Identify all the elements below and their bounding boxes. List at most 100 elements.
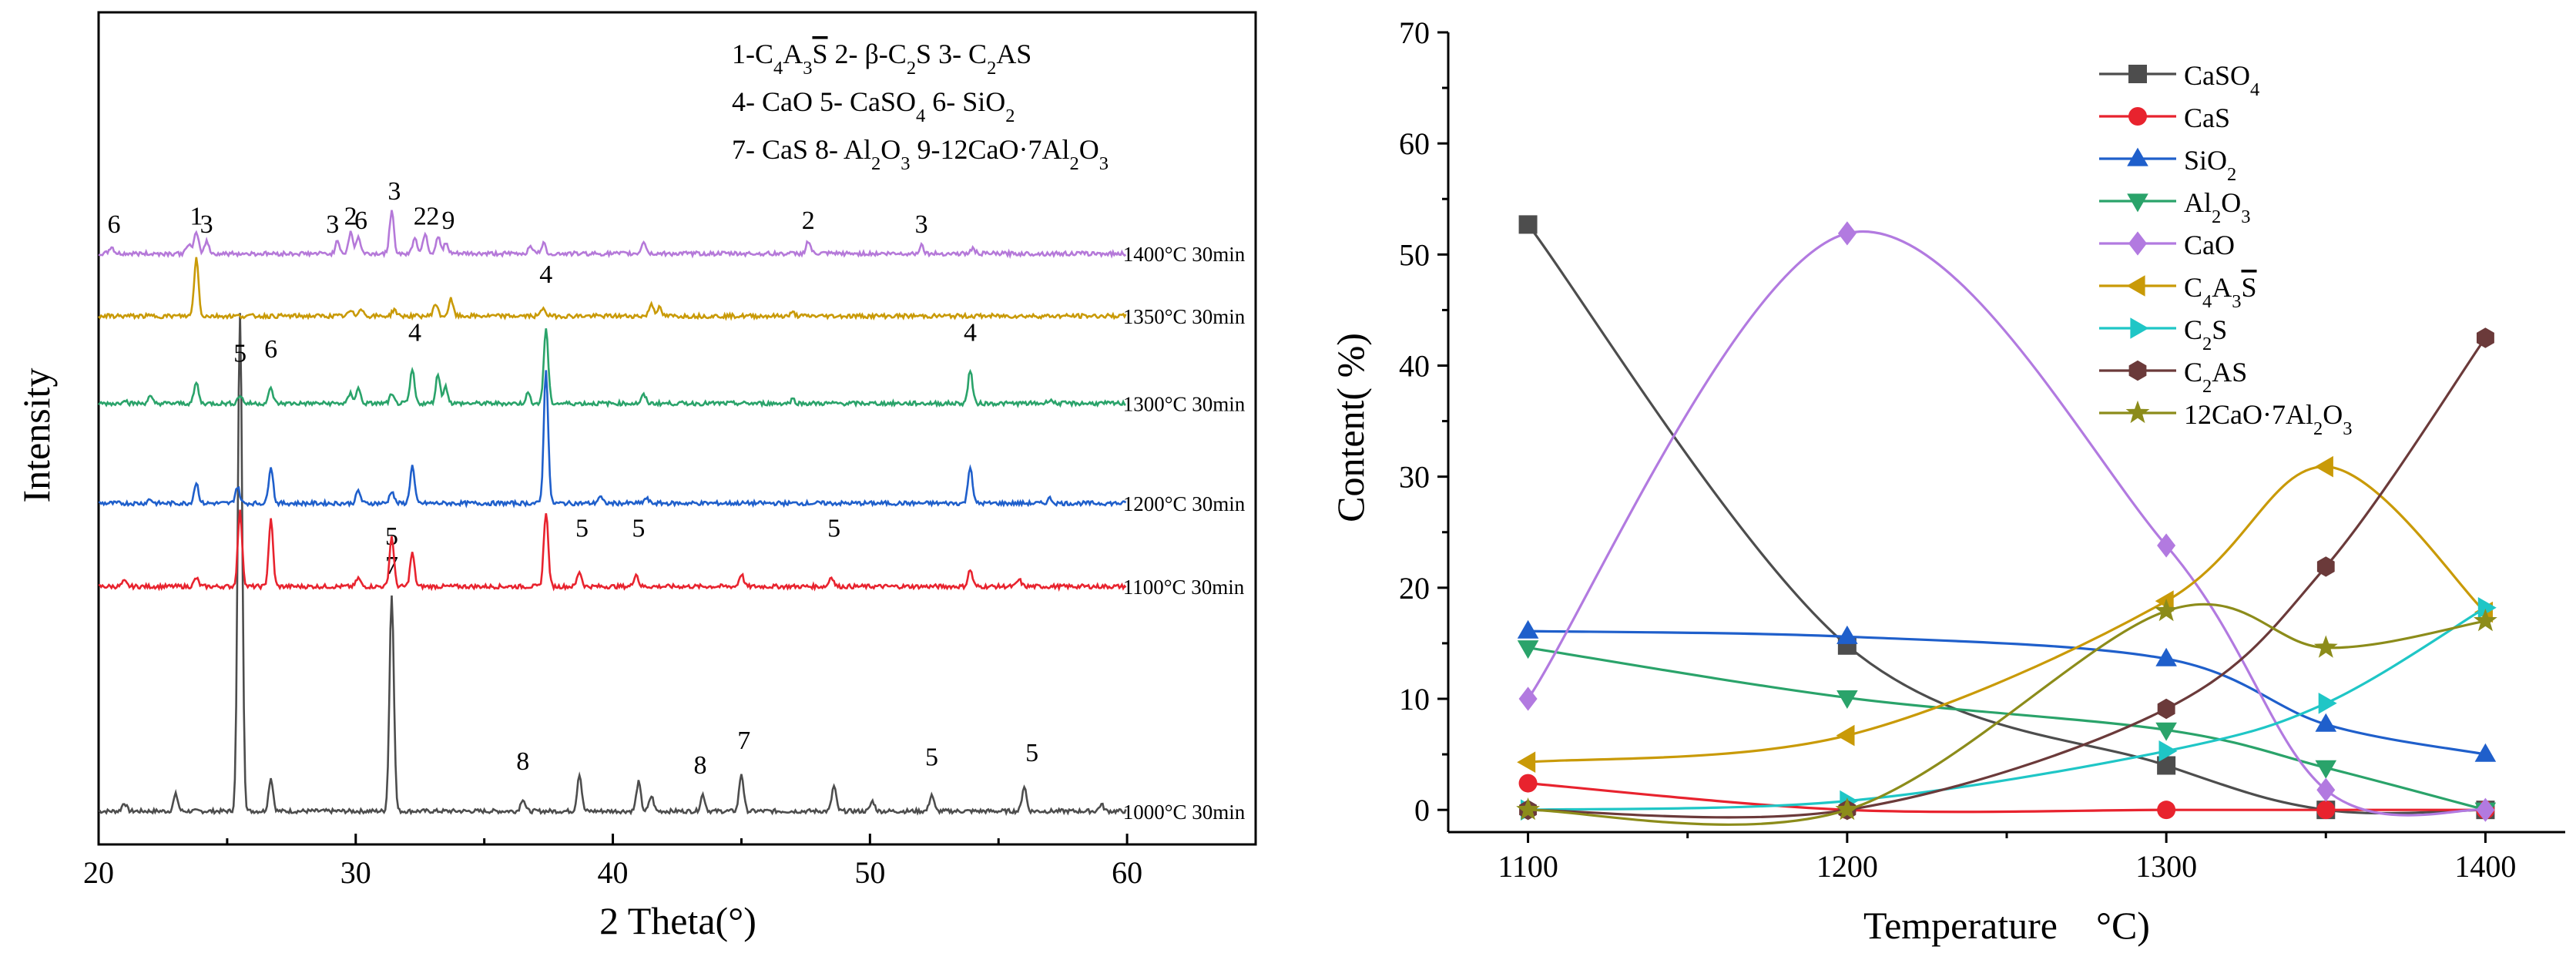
series-marker <box>1517 640 1539 660</box>
series-marker <box>2128 107 2147 126</box>
legend-label-part: CaS <box>2184 102 2230 133</box>
legend-entry: C2AS <box>2099 357 2247 397</box>
legend-entry: C2S <box>2099 314 2227 354</box>
content-x-tick-label: 1300 <box>2135 849 2197 884</box>
series-line <box>1528 646 2486 811</box>
xrd-legend-line-part: 3 <box>901 153 910 174</box>
legend-label-part: 4 <box>2250 79 2259 100</box>
content-y-axis-label: Content( %) <box>1329 333 1372 522</box>
series-sio2 <box>1517 619 2497 762</box>
content-legend: CaSO4CaSSiO2Al2O3CaOC4A3SC2SC2AS12CaO·7A… <box>2099 60 2352 439</box>
xrd-x-tick-label: 40 <box>598 855 629 890</box>
series-marker <box>2315 713 2337 732</box>
series-marker <box>2314 455 2333 478</box>
xrd-peak-annotation: 4 <box>539 260 552 289</box>
xrd-peak-annotation: 2 <box>344 202 357 230</box>
xrd-pattern-line <box>98 509 1127 592</box>
xrd-x-tick-label: 20 <box>83 855 114 890</box>
xrd-legend-line-part: S <box>812 39 827 69</box>
series-marker <box>2154 598 2179 622</box>
legend-label-part: 2 <box>2202 334 2212 354</box>
legend-label-part: C <box>2184 357 2202 388</box>
xrd-x-tick-label: 60 <box>1112 855 1142 890</box>
legend-label-part: 2 <box>2212 206 2221 227</box>
content-y-tick-label: 70 <box>1399 15 1430 50</box>
legend-label-part: 2 <box>2313 418 2323 439</box>
content-y-tick-label: 10 <box>1399 682 1430 717</box>
series-marker <box>2127 193 2148 213</box>
legend-label-part: 12CaO·7Al <box>2184 399 2313 430</box>
content-y-tick-label: 40 <box>1399 349 1430 384</box>
series-marker <box>1518 774 1538 793</box>
legend-label: CaO <box>2184 230 2235 260</box>
xrd-legend-line-part: A <box>783 39 803 69</box>
legend-label-part: A <box>2212 272 2232 303</box>
xrd-plot-frame <box>97 11 1257 846</box>
xrd-peak-annotation: 3 <box>387 177 401 206</box>
legend-label-part: O <box>2323 399 2343 430</box>
series-marker <box>2474 743 2497 762</box>
xrd-peak-annotation: 9 <box>441 206 454 235</box>
legend-entry: Al2O3 <box>2099 187 2250 227</box>
xrd-legend-line-part: 1-C <box>732 39 773 69</box>
xrd-peak-annotation: 8 <box>694 751 707 780</box>
series-marker <box>1835 797 1860 821</box>
xrd-legend-line-part: 4 <box>773 58 783 79</box>
series-marker <box>1517 619 1539 639</box>
series-line <box>1528 606 2487 811</box>
content-y-tick-label: 50 <box>1399 237 1430 272</box>
xrd-peak-annotation: 6 <box>354 206 367 235</box>
legend-label: 12CaO·7Al2O3 <box>2184 399 2352 439</box>
series-marker <box>1518 686 1538 711</box>
legend-label-part: 2 <box>2227 164 2236 185</box>
xrd-peak-annotation: 2 <box>802 206 815 235</box>
legend-entry: CaO <box>2099 230 2235 260</box>
series-marker <box>2477 327 2494 348</box>
xrd-peak-annotation: 3 <box>326 210 339 239</box>
series-marker <box>2126 275 2145 297</box>
legend-label-part: 3 <box>2343 418 2352 439</box>
series-marker <box>2157 698 2175 720</box>
content-x-tick-label: 1200 <box>1816 849 1878 884</box>
xrd-x-ticks: 20 30 40 50 60 <box>83 834 1257 890</box>
xrd-peak-annotation: 5 <box>827 514 840 542</box>
legend-label: C4A3S <box>2184 272 2257 312</box>
xrd-legend-line-part: O <box>880 134 901 165</box>
series-marker <box>2155 647 2177 666</box>
series-marker <box>2318 693 2337 714</box>
legend-entry: C4A3S <box>2099 272 2257 312</box>
legend-label-part: Al <box>2184 187 2212 218</box>
series-marker <box>1518 215 1538 234</box>
series-c2as <box>1519 327 2494 821</box>
series-marker <box>2130 317 2149 339</box>
xrd-legend-line: 7- CaS 8- Al2O3 9-12CaO·7Al2O3 <box>732 134 1109 174</box>
series-marker <box>1836 724 1855 747</box>
xrd-x-axis-label: 2 Theta(°) <box>599 899 756 942</box>
xrd-pattern-label: 1200°C 30min <box>1123 492 1246 515</box>
xrd-legend-line-part: 2- β-C <box>828 39 907 69</box>
series-marker <box>2316 777 2336 802</box>
series-marker <box>2316 801 2336 820</box>
xrd-peak-annotation: 2 <box>414 202 427 230</box>
series-marker <box>2155 722 2177 741</box>
legend-label-part: SiO <box>2184 145 2227 176</box>
legend-label-part: O <box>2221 187 2241 218</box>
series-line <box>1528 465 2487 764</box>
xrd-x-tick-label: 30 <box>340 855 371 890</box>
xrd-x-tick-label: 50 <box>854 855 885 890</box>
xrd-peak-annotation: 4 <box>408 319 421 347</box>
content-y-tick-label: 0 <box>1414 793 1430 827</box>
xrd-legend-line-part: 7- CaS 8- Al <box>732 134 871 165</box>
series-marker <box>2316 556 2335 577</box>
legend-label-part: C <box>2184 272 2202 303</box>
legend-label: SiO2 <box>2184 145 2236 185</box>
series-marker <box>2315 760 2337 779</box>
series-marker <box>1516 797 1540 821</box>
series-marker <box>2128 231 2147 256</box>
xrd-legend-line: 4- CaO 5- CaSO4 6- SiO2 <box>732 86 1015 126</box>
xrd-legend-line-part: 2 <box>1069 153 1078 174</box>
series-marker <box>2128 65 2147 83</box>
xrd-peak-annotation: 3 <box>915 210 928 239</box>
